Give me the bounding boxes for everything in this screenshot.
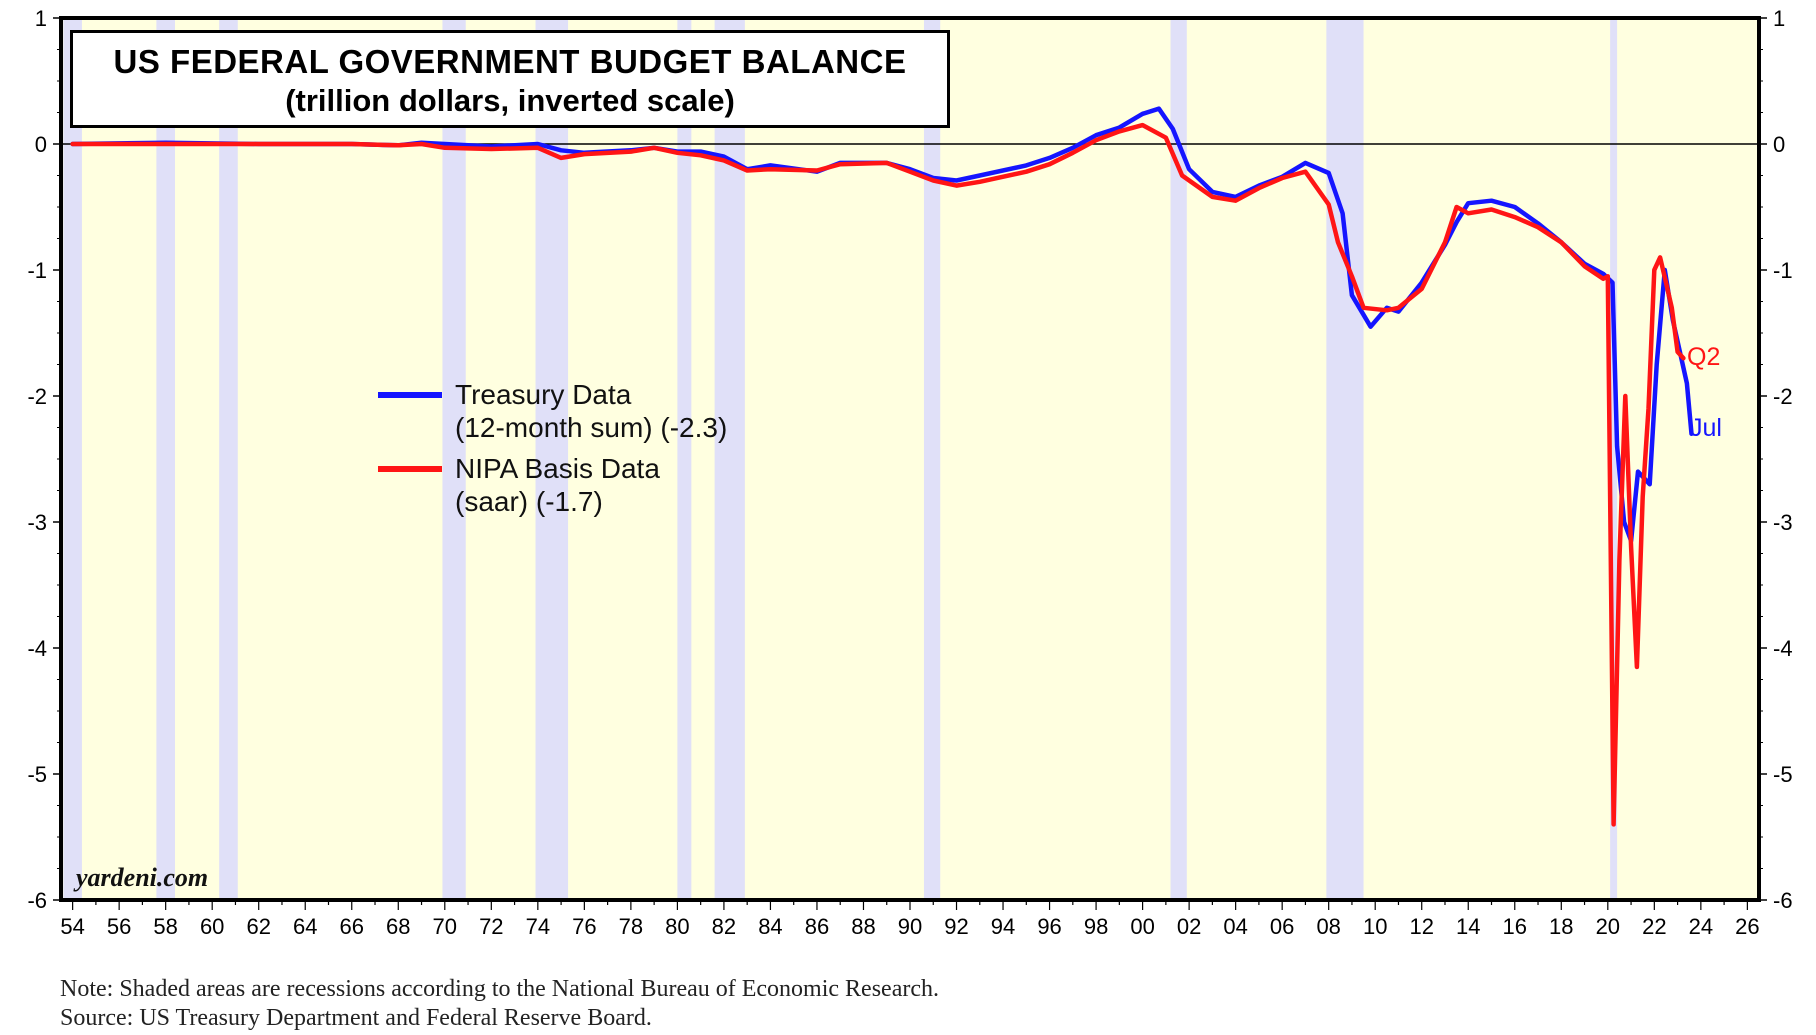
recession-band xyxy=(1170,18,1187,900)
x-tick-label: 56 xyxy=(107,914,131,939)
x-tick-label: 70 xyxy=(433,914,457,939)
axis-layer: 1 10 0-1 -1-2 -2-3 -3-4 -4-5 -5-6 -654 56 58 60 62 64… xyxy=(27,6,1792,939)
x-tick-label: 92 xyxy=(944,914,968,939)
series-end-label-treasury: Jul xyxy=(1690,414,1722,442)
x-tick-label: 60 xyxy=(200,914,224,939)
x-tick-label: 80 xyxy=(665,914,689,939)
y-tick-label-left: -4 xyxy=(27,636,47,661)
recession-band xyxy=(535,18,569,900)
y-tick-label-left: -3 xyxy=(27,510,47,535)
x-tick-label: 16 xyxy=(1503,914,1527,939)
x-tick-label: 24 xyxy=(1689,914,1713,939)
chart-notes: Note: Shaded areas are recessions accord… xyxy=(60,975,939,1033)
recession-band xyxy=(63,18,82,900)
y-tick-label-right: -2 xyxy=(1773,384,1793,409)
x-tick-label: 98 xyxy=(1084,914,1108,939)
recession-band xyxy=(923,18,941,900)
legend-sublabel-treasury: (12-month sum) (-2.3) xyxy=(455,412,728,443)
series-end-label-nipa: Q2 xyxy=(1687,343,1721,371)
y-tick-label-left: -6 xyxy=(27,888,47,913)
recession-band xyxy=(1610,18,1618,900)
x-tick-label: 68 xyxy=(386,914,410,939)
source-watermark: yardeni.com xyxy=(76,863,209,892)
recession-band xyxy=(219,18,238,900)
y-tick-label-right: -4 xyxy=(1773,636,1793,661)
x-tick-label: 74 xyxy=(526,914,550,939)
x-tick-label: 96 xyxy=(1037,914,1061,939)
y-tick-label-right: -1 xyxy=(1773,258,1793,283)
legend-label-nipa: NIPA Basis Data xyxy=(455,453,660,484)
recession-band xyxy=(442,18,466,900)
chart-legend: Treasury Data (12-month sum) (-2.3) NIPA… xyxy=(378,378,727,526)
legend-label-treasury: Treasury Data xyxy=(455,379,632,410)
x-tick-label: 10 xyxy=(1363,914,1387,939)
x-tick-label: 94 xyxy=(991,914,1015,939)
x-tick-label: 54 xyxy=(60,914,84,939)
x-tick-label: 06 xyxy=(1270,914,1294,939)
x-tick-label: 76 xyxy=(572,914,596,939)
y-tick-label-left: 1 xyxy=(35,6,47,31)
note-text: Note: Shaded areas are recessions accord… xyxy=(60,976,939,1002)
x-tick-label: 22 xyxy=(1642,914,1666,939)
x-tick-label: 66 xyxy=(340,914,364,939)
x-tick-label: 88 xyxy=(851,914,875,939)
legend-sublabel-nipa: (saar) (-1.7) xyxy=(455,486,603,517)
y-tick-label-right: -3 xyxy=(1773,510,1793,535)
x-tick-label: 14 xyxy=(1456,914,1480,939)
source-text: Source: US Treasury Department and Feder… xyxy=(60,1005,652,1031)
legend-swatch-nipa xyxy=(378,466,442,472)
y-tick-label-left: -1 xyxy=(27,258,47,283)
x-tick-label: 26 xyxy=(1735,914,1759,939)
x-tick-label: 82 xyxy=(712,914,736,939)
x-tick-label: 02 xyxy=(1177,914,1201,939)
plot-background xyxy=(61,18,1759,900)
y-tick-label-right: 1 xyxy=(1773,6,1785,31)
y-tick-label-left: 0 xyxy=(35,132,47,157)
x-tick-label: 62 xyxy=(246,914,270,939)
x-tick-label: 64 xyxy=(293,914,317,939)
legend-entry-nipa: NIPA Basis Data (saar) (-1.7) xyxy=(378,452,727,518)
series-line-nipa xyxy=(70,122,1686,827)
series-layer xyxy=(70,106,1694,827)
x-tick-label: 72 xyxy=(479,914,503,939)
x-tick-label: 08 xyxy=(1316,914,1340,939)
chart-subtitle: (trillion dollars, inverted scale) xyxy=(285,83,735,118)
x-tick-label: 78 xyxy=(619,914,643,939)
x-tick-label: 90 xyxy=(898,914,922,939)
x-tick-label: 04 xyxy=(1223,914,1247,939)
chart-title: US FEDERAL GOVERNMENT BUDGET BALANCE xyxy=(113,43,907,80)
x-tick-label: 18 xyxy=(1549,914,1573,939)
recession-band xyxy=(156,18,175,900)
x-tick-label: 00 xyxy=(1130,914,1154,939)
x-tick-label: 84 xyxy=(758,914,782,939)
y-tick-label-left: -2 xyxy=(27,384,47,409)
x-tick-label: 58 xyxy=(153,914,177,939)
legend-entry-treasury: Treasury Data (12-month sum) (-2.3) xyxy=(378,378,727,444)
y-tick-label-left: -5 xyxy=(27,762,47,787)
recession-band xyxy=(1326,18,1364,900)
y-tick-label-right: -5 xyxy=(1773,762,1793,787)
chart-title-box: US FEDERAL GOVERNMENT BUDGET BALANCE (tr… xyxy=(70,30,950,128)
y-tick-label-right: 0 xyxy=(1773,132,1785,157)
x-tick-label: 86 xyxy=(805,914,829,939)
legend-swatch-treasury xyxy=(378,392,442,398)
y-tick-label-right: -6 xyxy=(1773,888,1793,913)
x-tick-label: 20 xyxy=(1596,914,1620,939)
x-tick-label: 12 xyxy=(1409,914,1433,939)
recession-band xyxy=(677,18,692,900)
